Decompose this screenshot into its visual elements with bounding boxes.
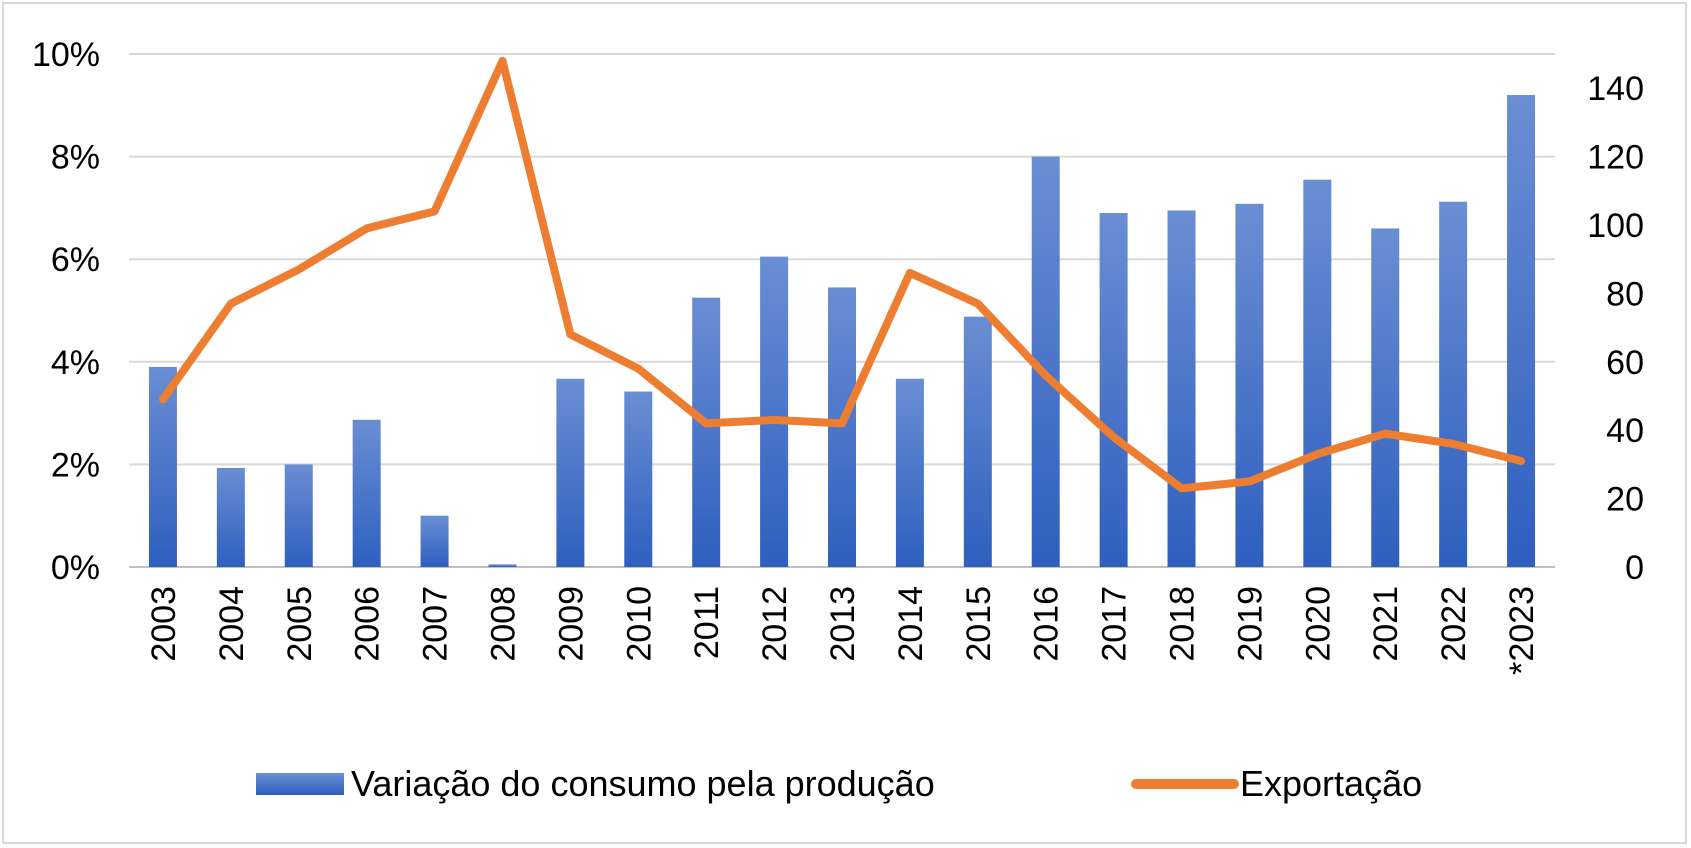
line-series — [158, 56, 1526, 493]
x-axis-tick-label: 2009 — [552, 586, 590, 662]
legend-label-bar: Variação do consumo pela produção — [351, 763, 935, 804]
bar — [1371, 228, 1400, 568]
x-axis-tick-label: 2004 — [213, 586, 251, 662]
right-axis-tick-label: 80 — [1606, 275, 1644, 313]
left-axis-tick-label: 10% — [32, 36, 100, 74]
right-axis-tick-label: 0 — [1625, 549, 1644, 587]
legend: Variação do consumo pela produção Export… — [256, 763, 1422, 804]
left-axis-tick-label: 0% — [51, 549, 100, 587]
x-axis-tick-label: 2003 — [145, 586, 183, 662]
bar — [1099, 213, 1128, 567]
x-axis-tick-label: 2020 — [1299, 586, 1337, 662]
x-axis-tick-label: 2013 — [824, 586, 862, 662]
bar — [963, 316, 992, 567]
x-axis: 2003 2004 2005 2006 2007 2008 2009 2010 2011 2012… — [145, 586, 1541, 675]
x-axis-tick-label: 2010 — [620, 586, 658, 662]
x-axis-tick-label: 2019 — [1231, 586, 1269, 662]
right-axis-tick-label: 20 — [1606, 481, 1644, 519]
right-axis-tick-label: 140 — [1587, 70, 1644, 108]
x-axis-tick-label: 2012 — [756, 586, 794, 662]
bar — [1439, 201, 1468, 567]
x-axis-tick-label: 2014 — [892, 586, 930, 662]
bar — [1303, 179, 1332, 567]
bar — [895, 378, 924, 567]
bar — [1167, 210, 1196, 567]
left-axis-tick-label: 8% — [51, 139, 100, 177]
right-axis-tick-label: 40 — [1606, 412, 1644, 450]
bar — [1235, 203, 1264, 567]
right-axis: 0 20 40 60 80 100 120 140 — [1587, 70, 1644, 587]
x-axis-tick-label: 2008 — [484, 586, 522, 662]
x-axis-tick-label: 2007 — [417, 586, 455, 662]
x-axis-tick-label: 2015 — [960, 586, 998, 662]
x-axis-tick-label: *2023 — [1503, 586, 1541, 675]
right-axis-tick-label: 120 — [1587, 139, 1644, 177]
x-axis-tick-label: 2005 — [281, 586, 319, 662]
bar — [216, 467, 245, 567]
bar — [488, 564, 517, 567]
bar — [760, 256, 789, 567]
x-axis-tick-label: 2021 — [1367, 586, 1405, 662]
left-axis-tick-label: 6% — [51, 241, 100, 279]
x-axis-tick-label: 2011 — [688, 586, 726, 659]
left-axis-tick-label: 2% — [51, 446, 100, 484]
x-axis-tick-label: 2016 — [1028, 586, 1066, 662]
bar — [692, 297, 721, 567]
x-axis-tick-label: 2022 — [1435, 586, 1473, 662]
left-axis-tick-label: 4% — [51, 344, 100, 382]
bar — [624, 391, 653, 567]
bar-series — [148, 95, 1536, 568]
x-axis-tick-label: 2006 — [349, 586, 387, 662]
bar — [284, 464, 313, 567]
x-axis-tick-label: 2017 — [1096, 586, 1134, 662]
left-axis: 0% 2% 4% 6% 8% 10% — [32, 36, 100, 587]
bar — [352, 419, 381, 567]
bar — [1507, 95, 1536, 567]
bar — [556, 378, 585, 567]
right-axis-tick-label: 100 — [1587, 207, 1644, 245]
x-axis-tick-label: 2018 — [1164, 586, 1202, 662]
legend-swatch-bar — [256, 773, 344, 795]
legend-label-line: Exportação — [1240, 763, 1422, 804]
right-axis-tick-label: 60 — [1606, 344, 1644, 382]
bar — [420, 515, 449, 567]
